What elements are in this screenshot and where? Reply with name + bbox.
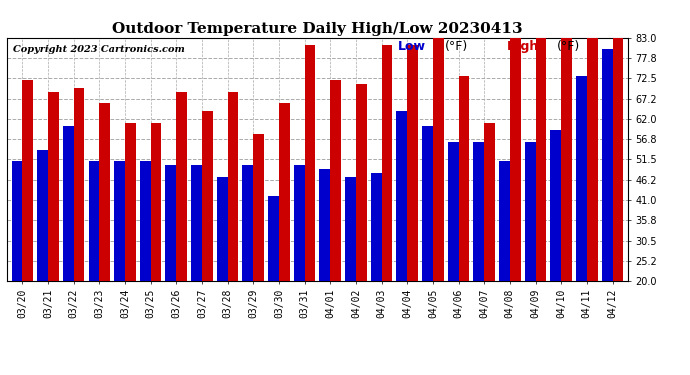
Text: (°F): (°F) — [556, 40, 580, 53]
Bar — [114, 161, 125, 281]
Bar — [459, 76, 469, 281]
Bar — [331, 80, 341, 281]
Bar — [602, 49, 613, 281]
Bar — [217, 177, 228, 281]
Bar — [37, 150, 48, 281]
Bar — [473, 142, 484, 281]
Bar — [397, 111, 407, 281]
Bar — [345, 177, 356, 281]
Bar — [499, 161, 510, 281]
Bar — [202, 111, 213, 281]
Bar — [88, 161, 99, 281]
Bar — [551, 130, 561, 281]
Bar — [279, 103, 290, 281]
Bar — [294, 165, 304, 281]
Bar — [356, 84, 366, 281]
Bar — [125, 123, 136, 281]
Bar — [613, 0, 623, 281]
Bar — [433, 10, 444, 281]
Bar — [448, 142, 459, 281]
Text: Low: Low — [398, 40, 426, 53]
Bar — [382, 45, 393, 281]
Bar — [268, 196, 279, 281]
Bar — [48, 92, 59, 281]
Bar — [407, 45, 418, 281]
Bar — [484, 123, 495, 281]
Bar — [586, 0, 598, 281]
Bar — [12, 161, 22, 281]
Bar — [510, 30, 521, 281]
Bar — [176, 92, 187, 281]
Text: High: High — [506, 40, 539, 53]
Title: Outdoor Temperature Daily High/Low 20230413: Outdoor Temperature Daily High/Low 20230… — [112, 22, 523, 36]
Bar — [22, 80, 33, 281]
Bar — [319, 169, 331, 281]
Bar — [524, 142, 535, 281]
Text: Copyright 2023 Cartronics.com: Copyright 2023 Cartronics.com — [13, 45, 185, 54]
Bar — [140, 161, 150, 281]
Bar — [63, 126, 74, 281]
Bar — [74, 88, 84, 281]
Bar — [371, 173, 382, 281]
Text: (°F): (°F) — [444, 40, 468, 53]
Bar — [150, 123, 161, 281]
Bar — [228, 92, 238, 281]
Bar — [242, 165, 253, 281]
Bar — [422, 126, 433, 281]
Bar — [253, 134, 264, 281]
Bar — [99, 103, 110, 281]
Bar — [561, 6, 572, 281]
Bar — [191, 165, 202, 281]
Bar — [576, 76, 586, 281]
Bar — [166, 165, 176, 281]
Bar — [535, 18, 546, 281]
Bar — [304, 45, 315, 281]
